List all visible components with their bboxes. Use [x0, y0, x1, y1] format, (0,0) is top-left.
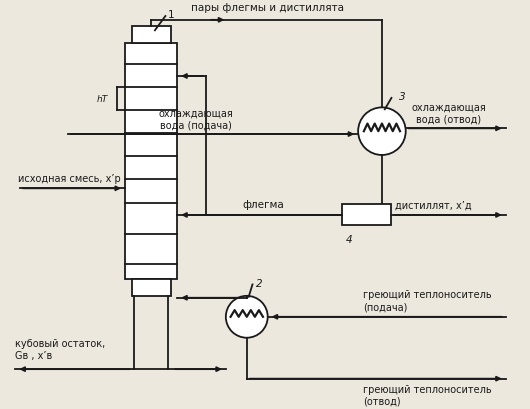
Circle shape	[358, 108, 406, 155]
Text: 3: 3	[399, 92, 405, 102]
Text: греющий теплоноситель
(отвод): греющий теплоноситель (отвод)	[363, 384, 491, 406]
Text: 4: 4	[346, 234, 353, 244]
Bar	[131, 279, 171, 296]
Text: кубовый остаток,
Gв , x’в: кубовый остаток, Gв , x’в	[15, 338, 105, 360]
Bar	[131, 27, 171, 44]
Circle shape	[226, 296, 268, 338]
Text: дистиллят, x’д: дистиллят, x’д	[395, 200, 472, 210]
Text: исходная смесь, x’р: исходная смесь, x’р	[19, 173, 121, 183]
Text: пары флегмы и дистиллята: пары флегмы и дистиллята	[191, 3, 344, 13]
Bar	[125, 44, 177, 279]
Text: греющий теплоноситель
(подача): греющий теплоноситель (подача)	[363, 290, 491, 311]
Text: 2: 2	[257, 278, 263, 288]
Text: охлаждающая
вода (отвод): охлаждающая вода (отвод)	[411, 103, 486, 124]
Text: флегма: флегма	[242, 200, 284, 210]
Bar	[342, 205, 392, 226]
Text: 1: 1	[168, 10, 175, 20]
Text: hТ: hТ	[96, 94, 108, 103]
Text: охлаждающая
вода (подача): охлаждающая вода (подача)	[159, 108, 234, 130]
